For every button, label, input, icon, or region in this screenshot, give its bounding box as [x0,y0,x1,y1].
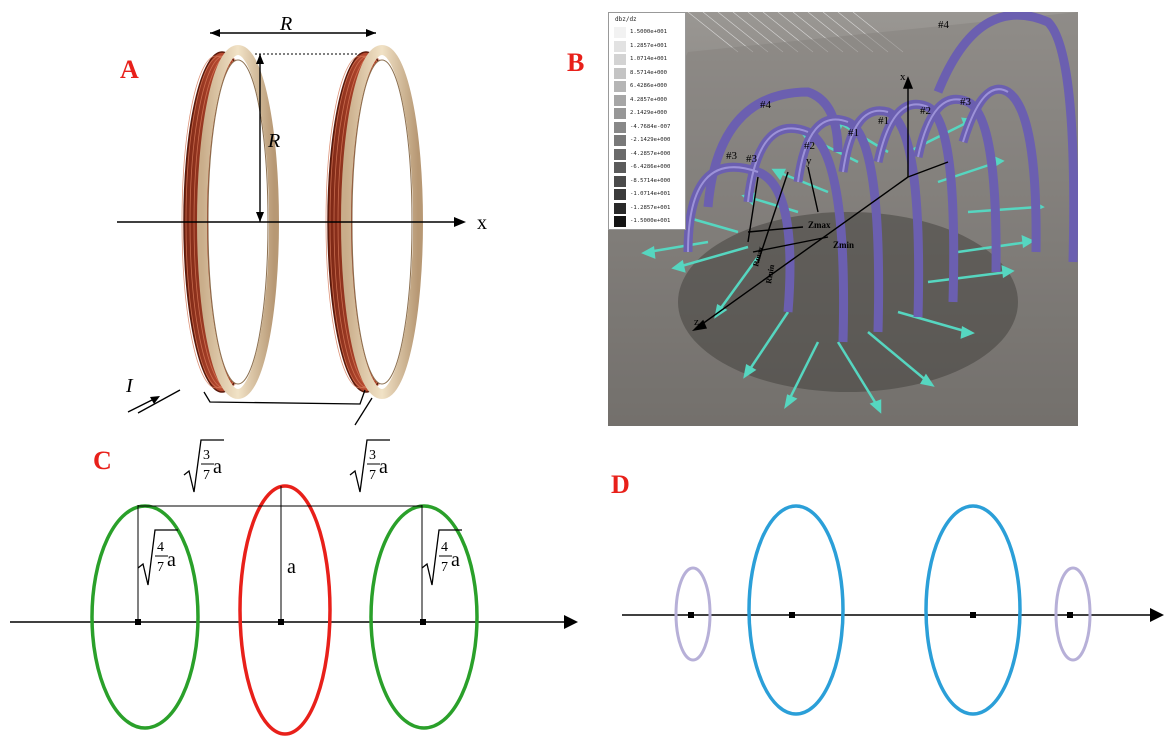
legend-value: -2.1429e+000 [630,137,671,143]
coil-label: #4 [760,99,772,111]
legend-swatch [614,94,626,106]
dimension-r-vertical [256,54,264,222]
panel-d-axis [622,608,1164,622]
coil-label: #1 [848,127,859,139]
spacing-label-left: 3 7 a [183,439,224,493]
panel-a-label: A [120,55,139,84]
x-axis [117,217,466,227]
panel-c-axis [10,615,578,629]
svg-text:a: a [451,549,460,571]
center-point [420,619,426,625]
legend-swatch [614,148,626,160]
spacing-label-right: 3 7 a [349,439,390,493]
center-point [789,612,795,618]
legend-value: 8.5714e+000 [630,69,668,76]
outer-coil-left [90,504,200,730]
coil-label: #1 [878,115,889,127]
legend-swatch [614,135,626,146]
center-point [688,612,694,618]
panel-b-simulation: x y z Zmax Zmin Rmax Rmin #4 #4 #3 #2 #1… [608,12,1078,426]
center-coil [238,484,332,736]
legend-swatch [614,54,626,65]
legend-value: 6.4286e+000 [630,83,668,89]
svg-text:a: a [167,549,176,571]
axis-y-label: y [806,155,812,167]
color-legend: dbz/dz 1.5000e+001 1.2857e+001 1.0714e+001… [608,12,686,230]
dimension-r-horizontal-label: R [279,13,292,35]
legend-swatch [614,108,626,119]
panel-b-label: B [567,48,585,77]
zmax-label: Zmax [808,220,831,230]
coil-label: #3 [960,96,972,108]
coordinate-axes [691,76,949,332]
coil-label: #3 [746,153,758,165]
legend-value: -1.0714e+001 [630,191,671,197]
legend-swatch [614,202,626,214]
radius-label-center: a [287,556,296,578]
legend-swatch [614,216,626,227]
radius-label-right: 4 7 a [421,529,462,586]
inner-coil-left [747,504,845,716]
panel-c-diagram: 3 7 a 3 7 a 4 7 a a 4 7 a [10,439,578,736]
zmin-label: Zmin [833,240,854,250]
panel-d-label: D [611,470,630,499]
legend-value: 4.2857e+000 [630,96,668,103]
svg-text:a: a [379,456,388,478]
lead-wires [137,389,373,426]
legend-value: -4.7684e-007 [630,123,671,130]
panel-a-diagram: R x R [117,13,487,426]
center-point [970,612,976,618]
legend-value: 1.5000e+001 [630,29,668,35]
coil-label: #2 [920,105,931,117]
legend-value: 1.0714e+001 [630,56,668,62]
legend-value: -1.2857e+001 [630,204,671,211]
legend-title: dbz/dz [615,16,637,23]
dimension-r-horizontal [210,29,376,55]
legend-value: -8.5714e+000 [630,177,671,184]
outer-small-coil-right [1054,566,1092,662]
simulation-scene: x y z Zmax Zmin Rmax Rmin #4 #4 #3 #2 #1… [608,12,1078,426]
svg-text:4: 4 [441,540,448,555]
legend-swatch [614,27,626,38]
svg-text:7: 7 [369,468,376,483]
center-point [1067,612,1073,618]
coil-label: #2 [804,140,815,152]
svg-text:7: 7 [441,560,448,575]
coil-label: #3 [726,150,738,162]
svg-text:3: 3 [369,448,376,463]
svg-text:3: 3 [203,448,210,463]
outer-small-coil-left [674,566,712,662]
legend-value: -1.5000e+001 [630,218,671,224]
current-arrow [127,396,160,413]
x-axis-label: x [477,212,487,234]
inner-coil-right [924,504,1022,716]
legend-swatch [614,189,626,200]
legend-swatch [614,40,626,52]
svg-text:7: 7 [203,468,210,483]
legend-swatch [614,121,626,133]
legend-swatch [614,67,626,79]
axis-x-label: x [900,71,906,83]
legend-value: -6.4286e+000 [630,164,671,170]
legend-swatch [614,162,626,173]
dimension-r-vertical-label: R [267,130,280,152]
coil-label: #4 [938,19,950,31]
legend-swatch [614,175,626,187]
outer-coil-right [369,504,479,730]
radius-label-left: 4 7 a [137,529,178,586]
axis-z-label: z [694,316,699,328]
legend-value: -4.2857e+000 [630,150,671,157]
rmin-label: Rmin [764,263,776,284]
panel-c-label: C [93,446,112,475]
legend-swatch [614,81,626,92]
legend-value: 2.1429e+000 [630,110,668,116]
svg-text:4: 4 [157,540,164,555]
current-label: I [125,375,134,397]
svg-text:7: 7 [157,560,164,575]
svg-text:a: a [213,456,222,478]
legend-value: 1.2857e+001 [630,42,668,49]
